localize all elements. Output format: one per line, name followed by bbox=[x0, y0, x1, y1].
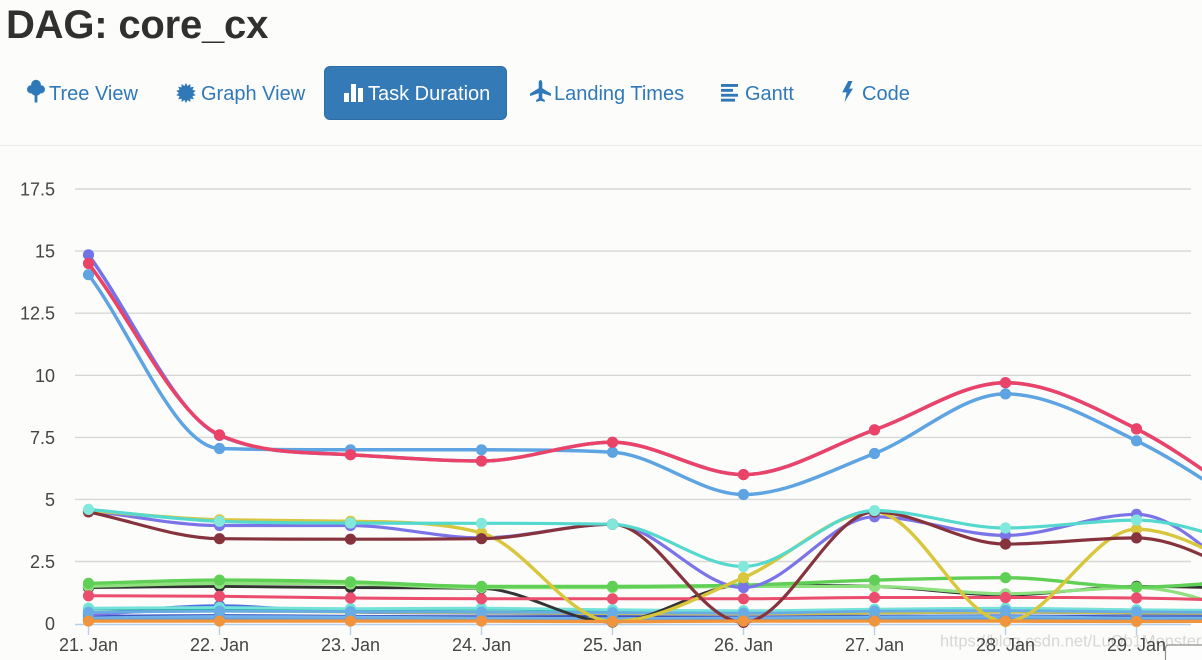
svg-text:17.5: 17.5 bbox=[20, 180, 55, 200]
svg-text:https://blog.csdn.net/LuQb1Mon: https://blog.csdn.net/LuQb1Monster bbox=[940, 633, 1202, 651]
svg-text:2.5: 2.5 bbox=[30, 552, 55, 572]
svg-text:5: 5 bbox=[45, 490, 55, 510]
svg-text:24. Jan: 24. Jan bbox=[452, 635, 511, 655]
svg-text:12.5: 12.5 bbox=[20, 304, 55, 324]
svg-text:23. Jan: 23. Jan bbox=[321, 635, 380, 655]
svg-text:0: 0 bbox=[45, 614, 55, 634]
svg-text:22. Jan: 22. Jan bbox=[190, 635, 249, 655]
svg-text:10: 10 bbox=[35, 366, 55, 386]
svg-text:21. Jan: 21. Jan bbox=[59, 635, 118, 655]
svg-text:28. Jan: 28. Jan bbox=[976, 635, 1035, 655]
svg-text:25. Jan: 25. Jan bbox=[583, 635, 642, 655]
svg-text:15: 15 bbox=[35, 242, 55, 262]
svg-text:27. Jan: 27. Jan bbox=[845, 635, 904, 655]
svg-text:26. Jan: 26. Jan bbox=[714, 635, 773, 655]
svg-text:7.5: 7.5 bbox=[30, 428, 55, 448]
svg-text:29. Jan: 29. Jan bbox=[1107, 635, 1166, 655]
